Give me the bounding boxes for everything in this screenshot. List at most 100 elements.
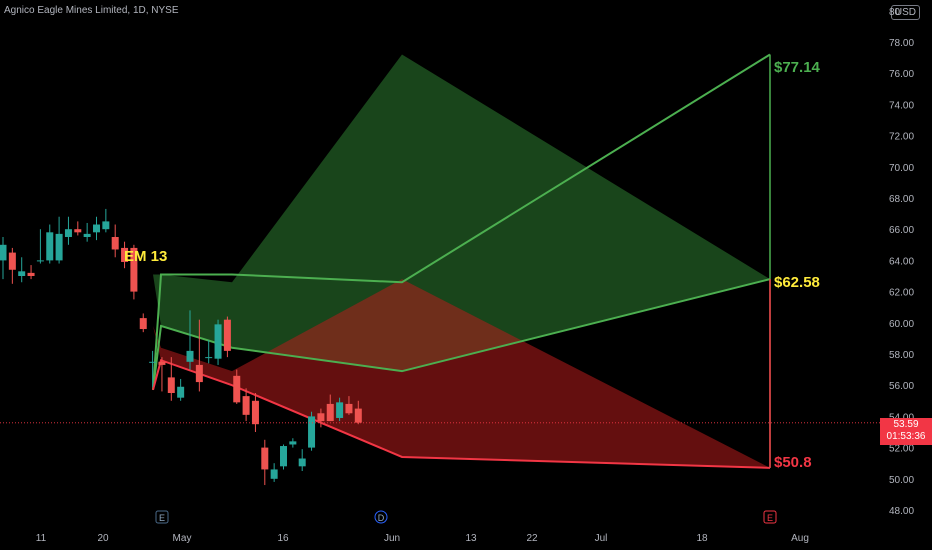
x-tick-label: 13 bbox=[465, 533, 477, 544]
candle bbox=[46, 224, 54, 264]
candle bbox=[223, 316, 231, 358]
x-tick-label: 16 bbox=[277, 533, 289, 544]
candle bbox=[345, 396, 353, 415]
candle bbox=[242, 388, 250, 422]
candle-body bbox=[177, 386, 185, 398]
middle-band-line bbox=[152, 278, 771, 391]
candle-body bbox=[18, 271, 26, 276]
bar-countdown: 01:53:36 bbox=[886, 431, 926, 442]
x-tick-label: Jul bbox=[595, 533, 608, 544]
y-tick-label: 78.00 bbox=[889, 38, 914, 49]
candle-body bbox=[74, 229, 82, 233]
last-price-tag: 53.59 01:53:36 bbox=[880, 418, 932, 445]
event-marker: E bbox=[155, 510, 169, 524]
candle-body bbox=[251, 400, 259, 425]
candle bbox=[36, 229, 44, 264]
candle-body bbox=[214, 324, 222, 359]
candle bbox=[186, 310, 194, 370]
candle-body bbox=[158, 361, 166, 365]
candle bbox=[261, 439, 269, 486]
candle bbox=[251, 393, 259, 432]
y-tick-label: 52.00 bbox=[889, 444, 914, 455]
candle-body bbox=[354, 408, 362, 423]
candle bbox=[177, 378, 185, 401]
y-tick-label: 74.00 bbox=[889, 100, 914, 111]
y-tick-label: 54.00 bbox=[889, 412, 914, 423]
candle-body bbox=[121, 247, 129, 262]
y-tick-label: 62.00 bbox=[889, 288, 914, 299]
event-marker-shape bbox=[155, 510, 169, 524]
candle bbox=[317, 408, 325, 428]
candle-body bbox=[93, 224, 100, 233]
x-tick-label: 18 bbox=[696, 533, 708, 544]
event-marker-label: E bbox=[767, 513, 773, 523]
candle-body bbox=[0, 244, 7, 261]
candle-body bbox=[139, 318, 147, 330]
y-tick-label: 60.00 bbox=[889, 319, 914, 330]
currency-selector[interactable]: USD bbox=[890, 5, 920, 20]
y-tick-label: 80 bbox=[889, 7, 901, 18]
candle-body bbox=[149, 361, 157, 363]
candle bbox=[18, 257, 26, 283]
candle-body bbox=[289, 441, 297, 445]
x-tick-label: 20 bbox=[97, 533, 109, 544]
chart-title: Agnico Eagle Mines Limited, 1D, NYSE bbox=[4, 5, 179, 16]
candle-body bbox=[242, 396, 250, 415]
candle bbox=[121, 241, 129, 269]
candle bbox=[354, 400, 362, 425]
candle bbox=[83, 222, 91, 242]
candle-body bbox=[223, 319, 231, 351]
candle-body bbox=[270, 469, 278, 479]
candle-body bbox=[55, 233, 63, 261]
candle-body bbox=[102, 221, 110, 230]
candle-body bbox=[345, 403, 353, 414]
y-tick-label: 76.00 bbox=[889, 69, 914, 80]
candle-body bbox=[233, 375, 241, 403]
y-tick-label: 50.00 bbox=[889, 475, 914, 486]
x-tick-label: 11 bbox=[36, 533, 47, 544]
y-tick-label: 68.00 bbox=[889, 194, 914, 205]
candle-body bbox=[46, 232, 54, 261]
candle-body bbox=[27, 272, 35, 276]
candle-body bbox=[186, 350, 194, 362]
candle bbox=[233, 369, 241, 404]
last-price-value: 53.59 bbox=[893, 419, 919, 430]
candle bbox=[158, 357, 166, 392]
event-marker: E bbox=[763, 510, 777, 524]
candle bbox=[270, 463, 278, 482]
candle bbox=[336, 397, 344, 422]
expected-move-bands bbox=[152, 53, 771, 469]
candle bbox=[139, 313, 147, 333]
candle bbox=[289, 438, 297, 448]
candle-body bbox=[317, 413, 325, 422]
candle-body bbox=[205, 357, 213, 359]
candle-body bbox=[280, 446, 287, 467]
candle bbox=[102, 208, 110, 233]
candle bbox=[326, 394, 334, 422]
lower-target-label: $50.8 bbox=[774, 454, 812, 471]
y-tick-label: 64.00 bbox=[889, 256, 914, 267]
candle bbox=[27, 265, 35, 280]
event-marker-shape bbox=[374, 510, 388, 524]
candle bbox=[280, 444, 287, 470]
candle-body bbox=[111, 237, 119, 250]
upper-band-line bbox=[152, 53, 771, 390]
y-tick-label: 48.00 bbox=[889, 506, 914, 517]
y-tick-label: 58.00 bbox=[889, 350, 914, 361]
candle bbox=[55, 216, 63, 264]
candle-body bbox=[64, 229, 72, 237]
candle-body bbox=[308, 416, 316, 448]
candle bbox=[130, 244, 138, 300]
candle-body bbox=[8, 252, 16, 270]
candle-body bbox=[36, 260, 44, 262]
event-marker: D bbox=[374, 510, 388, 524]
candle bbox=[214, 319, 222, 365]
candle bbox=[149, 350, 157, 387]
candle-body bbox=[130, 247, 138, 292]
y-tick-label: 66.00 bbox=[889, 225, 914, 236]
candle bbox=[0, 237, 7, 280]
lower-band-line bbox=[152, 358, 771, 469]
candle bbox=[167, 357, 175, 401]
